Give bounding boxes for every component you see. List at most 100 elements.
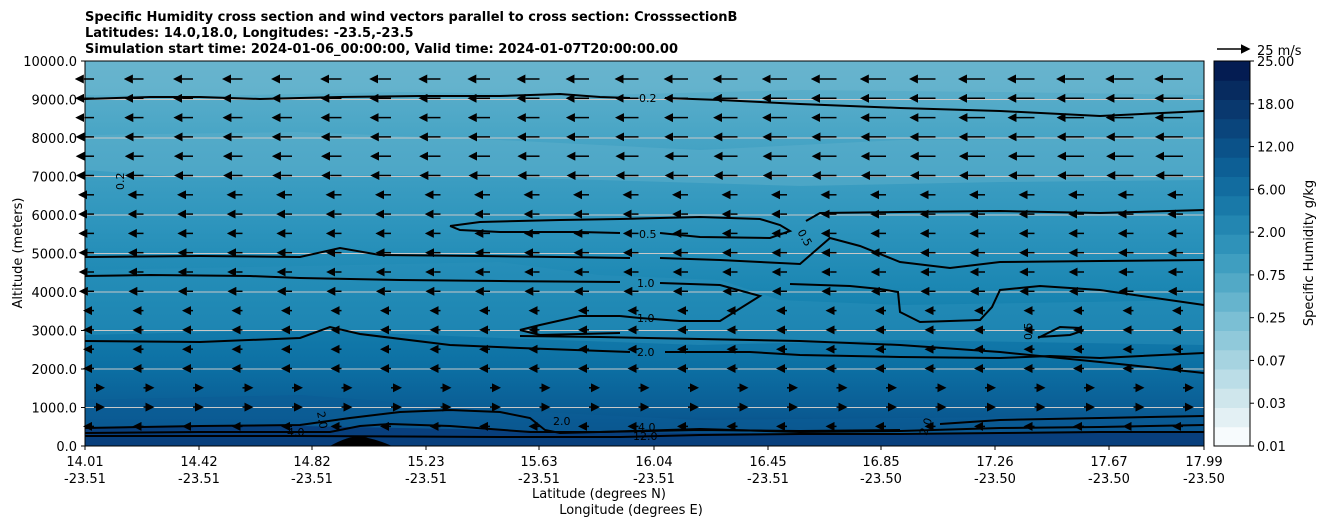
x-tick-label-lon: -23.51 [405, 472, 447, 487]
contour-line-2.0-right [939, 415, 1205, 425]
contour-line-1.0-right [789, 283, 1205, 324]
x-tick-label-lat: 14.42 [180, 455, 217, 470]
x-axis-ticks: 14.01 -23.51 14.42 -23.51 14.82 -23.51 15.23 -2… [64, 446, 1225, 487]
x-tick-label-lon: -23.51 [518, 472, 560, 487]
x-tick-label-lat: 14.82 [293, 455, 330, 470]
x-tick-label-lat: 17.26 [976, 455, 1013, 470]
colorbar-tick-label: 0.01 [1257, 440, 1286, 455]
colorbar-tick-label: 0.25 [1257, 312, 1286, 327]
colorbar-segment [1214, 176, 1250, 197]
contour-line-1.0-upper [84, 273, 763, 337]
x-axis-label-longitude: Longitude (degrees E) [559, 503, 703, 518]
colorbar-segment [1214, 215, 1250, 235]
x-tick-label-lon: -23.50 [974, 472, 1016, 487]
x-tick-label-lon: -23.50 [1088, 472, 1130, 487]
contour-label-0.5-a: 0.5 [639, 228, 657, 241]
colorbar-tick-label: 0.07 [1257, 354, 1286, 369]
colorbar: 0.01 0.03 0.07 0.25 0.75 2.00 6.00 12.00 18.00 25… [1213, 55, 1294, 455]
x-tick-label-lon: -23.51 [633, 472, 675, 487]
contour-lines [84, 92, 1205, 438]
colorbar-segment [1214, 99, 1250, 120]
x-tick-label-lat: 15.63 [520, 455, 557, 470]
chart-title-line-1: Specific Humidity cross section and wind… [85, 10, 737, 25]
contour-line-4.0 [84, 422, 1205, 434]
x-tick-label-lon: -23.50 [860, 472, 902, 487]
y-tick-label: 1000.0 [32, 402, 78, 417]
y-tick-label: 8000.0 [32, 132, 78, 147]
colorbar-tick-label: 0.75 [1257, 269, 1286, 284]
colorbar-segment [1214, 330, 1250, 351]
colorbar-segment [1214, 311, 1250, 331]
contour-line-0.5-pocket [1037, 325, 1084, 339]
colorbar-segment [1214, 195, 1250, 216]
terrain-bump [330, 436, 392, 446]
colorbar-segment [1214, 388, 1250, 408]
colorbar-segment [1214, 426, 1250, 447]
y-tick-label: 10000.0 [23, 55, 77, 70]
humidity-band-mid [85, 262, 1204, 345]
colorbar-segment [1214, 138, 1250, 158]
colorbar-segment [1214, 292, 1250, 312]
x-axis-label-latitude: Latitude (degrees N) [532, 487, 666, 502]
colorbar-segment [1214, 407, 1250, 428]
colorbar-segment [1214, 272, 1250, 293]
x-tick-label-lon: -23.51 [747, 472, 789, 487]
contour-label-12.0: 12.0 [633, 430, 658, 443]
contour-line-0.5-lower [84, 236, 1205, 270]
colorbar-tick-label: 18.00 [1257, 98, 1294, 113]
x-tick-label-lat: 15.23 [407, 455, 444, 470]
x-tick-label-lon: -23.51 [291, 472, 333, 487]
colorbar-segment [1214, 118, 1250, 139]
y-tick-label: 2000.0 [32, 363, 78, 378]
x-tick-label-lat: 16.45 [749, 455, 786, 470]
contour-label-4.0-b: 4.0 [287, 426, 305, 439]
x-tick-label-lat: 16.04 [635, 455, 672, 470]
contour-label-2.0-a: 2.0 [637, 346, 655, 359]
x-tick-label-lat: 14.01 [66, 455, 103, 470]
contour-line-0.5-right [805, 209, 1205, 222]
colorbar-segment [1214, 80, 1250, 100]
colorbar-label: Specific Humidity g/kg [1302, 180, 1317, 326]
contour-label-1.0-a: 1.0 [637, 277, 655, 290]
colorbar-tick-label: 0.03 [1257, 397, 1286, 412]
contour-line-12.0 [85, 431, 1204, 438]
colorbar-tick-label: 12.00 [1257, 141, 1294, 156]
y-tick-label: 7000.0 [32, 171, 78, 186]
y-axis-ticks: 0.0 1000.0 2000.0 3000.0 4000.0 5000.0 6000.0 7… [23, 55, 85, 455]
contour-line-2.0-upper [84, 325, 1205, 360]
colorbar-segment [1214, 369, 1250, 389]
plot-area: 0.2 0.2 0.5 0.5 0.5 1.0 1.0 2.0 2.0 2.0 … [74, 60, 1205, 447]
wind-key-label: 25 m/s [1257, 44, 1302, 59]
contour-label-0.2-b: 0.2 [114, 173, 127, 191]
chart-title-line-3: Simulation start time: 2024-01-06_00:00:… [85, 42, 678, 57]
x-tick-label-lon: -23.51 [178, 472, 220, 487]
y-tick-label: 9000.0 [32, 94, 78, 109]
contour-label-2.0-b: 2.0 [553, 415, 571, 428]
x-tick-label-lon: -23.50 [1183, 472, 1225, 487]
contour-label-1.0-b: 1.0 [637, 312, 655, 325]
colorbar-segment [1214, 157, 1250, 177]
contour-label-0.5-c: 0.5 [1022, 323, 1035, 341]
colorbar-tick-label: 6.00 [1257, 183, 1286, 198]
y-tick-label: 3000.0 [32, 325, 78, 340]
contour-line-2.0-lower [519, 335, 1205, 374]
x-tick-label-lat: 17.67 [1090, 455, 1127, 470]
colorbar-segment [1214, 349, 1250, 370]
humidity-band-mid-light [85, 132, 1204, 186]
contour-label-4.0-a: 4.0 [638, 421, 656, 434]
contour-label-2.0-d: 2.0 [917, 416, 935, 437]
contour-label-0.2-a: 0.2 [639, 92, 657, 105]
contour-label-2.0-c: 2.0 [314, 410, 330, 429]
colorbar-tick-label: 25.00 [1257, 55, 1294, 70]
y-tick-label: 4000.0 [32, 286, 78, 301]
y-tick-label: 0.0 [56, 440, 77, 455]
colorbar-frame [1213, 60, 1251, 447]
colorbar-tick-label: 2.00 [1257, 226, 1286, 241]
y-tick-label: 6000.0 [32, 209, 78, 224]
colorbar-segment [1214, 253, 1250, 274]
chart-title-line-2: Latitudes: 14.0,18.0, Longitudes: -23.5,… [85, 26, 414, 41]
colorbar-segment [1214, 234, 1250, 254]
contour-line-0.2 [84, 92, 1205, 118]
x-tick-label-lon: -23.51 [64, 472, 106, 487]
